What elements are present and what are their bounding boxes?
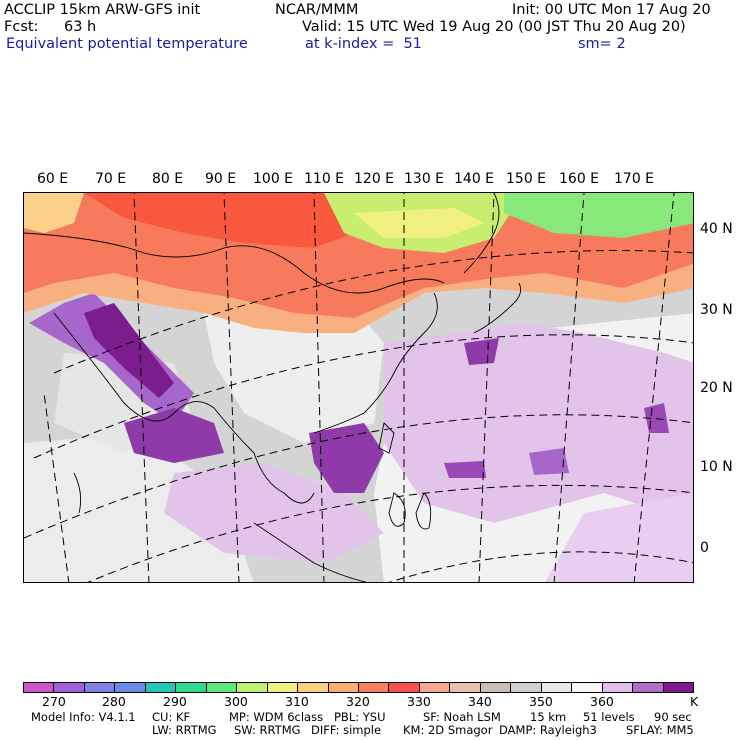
colorbar-tick-label: 350 bbox=[529, 694, 553, 709]
lat-label: 20 N bbox=[700, 380, 733, 396]
colorbar-swatch bbox=[602, 683, 634, 692]
colorbar-tick-label: 340 bbox=[468, 694, 492, 709]
lon-label: 130 E bbox=[404, 171, 445, 187]
lon-label: 140 E bbox=[454, 171, 495, 187]
lon-label: 90 E bbox=[205, 171, 237, 187]
colorbar-swatch bbox=[328, 683, 359, 692]
colorbar-tick-label: 320 bbox=[346, 694, 370, 709]
lon-label: 160 E bbox=[559, 171, 600, 187]
diff-info: DIFF: simple bbox=[311, 723, 382, 737]
colorbar-swatch bbox=[206, 683, 238, 692]
colorbar-swatch bbox=[511, 683, 542, 692]
colorbar-tick-label: 330 bbox=[407, 694, 431, 709]
colorbar-swatch bbox=[298, 683, 329, 692]
lon-label: 100 E bbox=[253, 171, 294, 187]
colorbar-swatch bbox=[419, 683, 451, 692]
mp-info: MP: WDM 6class bbox=[229, 710, 324, 724]
colorbar-swatch bbox=[176, 683, 207, 692]
lon-label: 150 E bbox=[506, 171, 547, 187]
colorbar-swatch bbox=[145, 683, 177, 692]
sw-info: SW: RRTMG bbox=[234, 723, 301, 737]
lon-label: 110 E bbox=[304, 171, 345, 187]
colorbar-tick-label: 270 bbox=[42, 694, 66, 709]
fcst-value: 63 h bbox=[64, 19, 97, 35]
lat-label: 30 N bbox=[700, 302, 733, 318]
resolution-info: 15 km bbox=[530, 710, 567, 724]
damp-info: DAMP: Rayleigh3 bbox=[499, 723, 597, 737]
valid-time: Valid: 15 UTC Wed 19 Aug 20 (00 JST Thu … bbox=[302, 19, 686, 35]
sf-info: SF: Noah LSM bbox=[423, 710, 501, 724]
theta-e-field bbox=[24, 193, 693, 582]
lon-label: 70 E bbox=[95, 171, 127, 187]
lat-label: 10 N bbox=[700, 459, 733, 475]
model-info: Model Info: V4.1.1 bbox=[31, 710, 136, 724]
colorbar-swatch bbox=[450, 683, 481, 692]
colorbar-swatch bbox=[633, 683, 664, 692]
colorbar-tick-label: 290 bbox=[163, 694, 187, 709]
colorbar-unit: K bbox=[690, 694, 699, 709]
colorbar-swatch bbox=[267, 683, 299, 692]
cu-info: CU: KF bbox=[152, 710, 191, 724]
colorbar-swatch bbox=[480, 683, 512, 692]
field-name: Equivalent potential temperature bbox=[6, 36, 248, 52]
colorbar-swatch bbox=[24, 683, 55, 692]
pbl-info: PBL: YSU bbox=[334, 710, 386, 724]
lon-label: 170 E bbox=[614, 171, 655, 187]
smoothing-label: sm= 2 bbox=[578, 36, 626, 52]
levels-info: 51 levels bbox=[583, 710, 635, 724]
lon-label: 60 E bbox=[37, 171, 69, 187]
fcst-label: Fcst: bbox=[4, 19, 39, 35]
km-info: KM: 2D Smagor bbox=[403, 723, 493, 737]
colorbar-swatch bbox=[115, 683, 146, 692]
colorbar-swatch bbox=[541, 683, 573, 692]
colorbar-swatch bbox=[572, 683, 603, 692]
lat-label: 0 bbox=[700, 540, 709, 556]
model-title: ACCLIP 15km ARW-GFS init bbox=[4, 2, 201, 18]
lw-info: LW: RRTMG bbox=[152, 723, 217, 737]
lon-label: 80 E bbox=[152, 171, 184, 187]
lon-label: 120 E bbox=[354, 171, 395, 187]
colorbar-swatch bbox=[54, 683, 85, 692]
colorbar-swatch bbox=[358, 683, 390, 692]
org-label: NCAR/MMM bbox=[275, 2, 359, 18]
lat-label: 40 N bbox=[700, 221, 733, 237]
colorbar-tick-label: 360 bbox=[590, 694, 614, 709]
timestep-info: 90 sec bbox=[654, 710, 692, 724]
level-label: at k-index = 51 bbox=[305, 36, 422, 52]
sflay-info: SFLAY: MM5 bbox=[626, 723, 694, 737]
colorbar-swatch bbox=[663, 683, 693, 692]
init-time: Init: 00 UTC Mon 17 Aug 20 bbox=[512, 2, 711, 18]
colorbar bbox=[23, 682, 694, 693]
colorbar-tick-label: 300 bbox=[224, 694, 248, 709]
colorbar-swatch bbox=[84, 683, 116, 692]
colorbar-tick-label: 310 bbox=[285, 694, 309, 709]
colorbar-tick-label: 280 bbox=[102, 694, 126, 709]
colorbar-swatch bbox=[237, 683, 268, 692]
colorbar-swatch bbox=[389, 683, 420, 692]
map-panel bbox=[23, 192, 694, 583]
